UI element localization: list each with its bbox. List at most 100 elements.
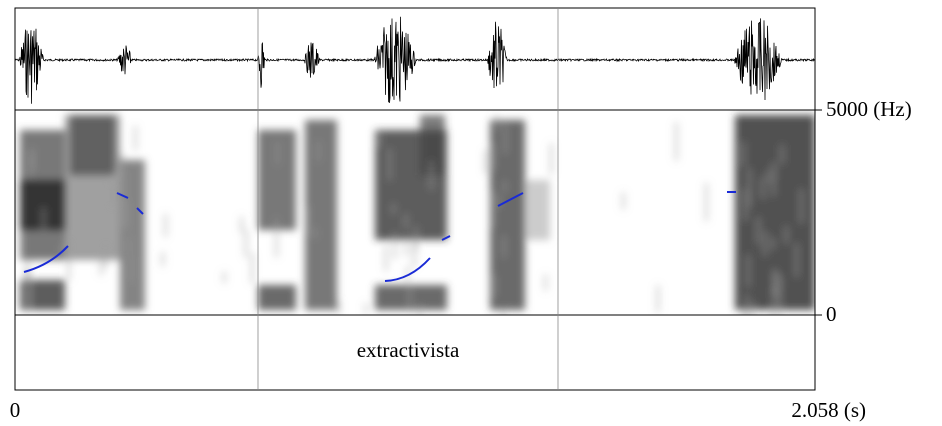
spectrogram-speckle [121,172,125,204]
spectrogram-speckle [404,235,408,256]
spectrogram-speckle [491,142,495,170]
spectrogram-speckle [120,154,124,177]
time-end-label: 2.058 (s) [791,398,866,422]
spectrogram-speckle [774,272,778,293]
spectrogram-speckle [133,125,137,151]
spectrogram-speckle [29,151,33,177]
spectrogram-speckle [240,216,244,233]
spectrogram-speckle [337,300,341,315]
spectrogram-speckle [274,217,278,258]
spectrogram-speckle [799,188,803,224]
spectrogram-speckle [756,217,760,244]
spectrogram-speckle [795,243,799,277]
pitch-contour [497,192,524,207]
spectrogram-speckle [377,132,381,148]
spectrogram-speckle [26,260,30,286]
spectrogram-speckle [743,188,747,221]
spectrogram-speckle [503,180,507,193]
spectrogram-speckle [751,301,755,315]
spectrogram-speckle [127,237,131,255]
spectrogram-speckle [746,254,750,288]
spectrogram-speckle [503,123,507,154]
spectrogram-speckle [276,141,280,165]
spectrogram-speckle [392,203,396,215]
spectrogram-speckle [771,237,775,250]
spectrogram-speckle [501,309,505,315]
spectrogram-speckle [549,143,553,175]
spectrogram-speckle [364,302,368,315]
spectrogram-speckle [27,271,31,310]
spectrogram-speckle [222,271,226,284]
spectrogram-speckle [621,192,625,210]
frame [14,7,816,391]
spectrogram-speckle [777,288,781,315]
spectrogram-speckle [24,268,28,285]
spectrogram-speckle [25,287,29,313]
spectrogram-speckle [109,185,113,207]
spectrogram-speckle [770,304,774,315]
spectrogram-speckle [408,287,412,313]
spectrogram-speckle [393,232,397,260]
spectrogram-speckle [104,244,108,269]
spectrogram-speckle [772,162,776,179]
spectrogram-speckle [124,200,128,230]
spectrogram-speckle [491,190,495,228]
spectrogram-speckle [250,252,254,284]
spectrogram-speckle [30,147,34,170]
spectrogram-speckle [129,255,133,282]
spectrogram-speckle [316,141,320,162]
time-start-label: 0 [10,398,21,422]
spectrogram-speckle [306,205,310,236]
spectrogram-speckle [773,269,777,298]
spectrogram-speckle [544,274,548,291]
pitch-contour [384,235,451,282]
spectrogram-speckle [767,169,771,183]
spectrogram-speckle [492,274,496,297]
spectrogram-speckle [244,229,248,258]
spectrogram-speckle [112,171,116,207]
spectrogram-speckle [778,275,782,288]
spectrogram-speckle [164,213,168,237]
waveform [14,16,816,104]
spectrogram-speckle [413,238,417,250]
spectrogram-speckle [122,200,126,227]
pitch-contour [23,245,69,273]
spectrogram-speckle [404,214,408,229]
spectrogram-speckle [780,144,784,164]
spectrogram-speckle [747,168,751,207]
freq-top-label: 5000 (Hz) [826,97,912,121]
pitch-contour [116,192,144,215]
spectrogram-speckle [502,235,506,258]
spectrogram-speckle [784,226,788,244]
spectrogram-speckle [745,294,749,315]
spectrogram-speckle [497,195,501,208]
spectrogram-speckle [742,308,746,315]
spectrogram-speckle [387,148,391,181]
spectrogram-speckle [429,161,433,190]
spectrogram-speckle [741,141,745,167]
spectrogram-speckle [414,226,418,251]
spectrogram [20,115,815,315]
spectrogram-speckle [656,285,660,313]
spectrogram-speckle [20,231,24,260]
spectrogram-speckle [484,149,488,174]
spectrogram-speckle [763,231,767,256]
spectrogram-speckle [405,266,409,283]
tier-label: extractivista [357,338,460,362]
spectrogram-speckle [771,177,775,196]
spectrogram-speckle [761,176,765,199]
pitch-contours [23,191,736,282]
spectrogram-speckle [41,207,45,232]
spectrogram-speckle [418,304,422,315]
freq-bottom-label: 0 [826,302,837,326]
spectrogram-speckle [313,228,317,239]
spectrogram-speckle [161,251,165,267]
spectrogram-speckle [384,245,388,272]
spectrogram-speckle [67,240,71,281]
spectrogram-speckle [674,122,678,161]
spectrogram-speckle [412,246,416,268]
spectrogram-speckle [495,115,499,131]
spectrogram-speckle [773,287,777,307]
spectrogram-speckle [704,182,708,222]
